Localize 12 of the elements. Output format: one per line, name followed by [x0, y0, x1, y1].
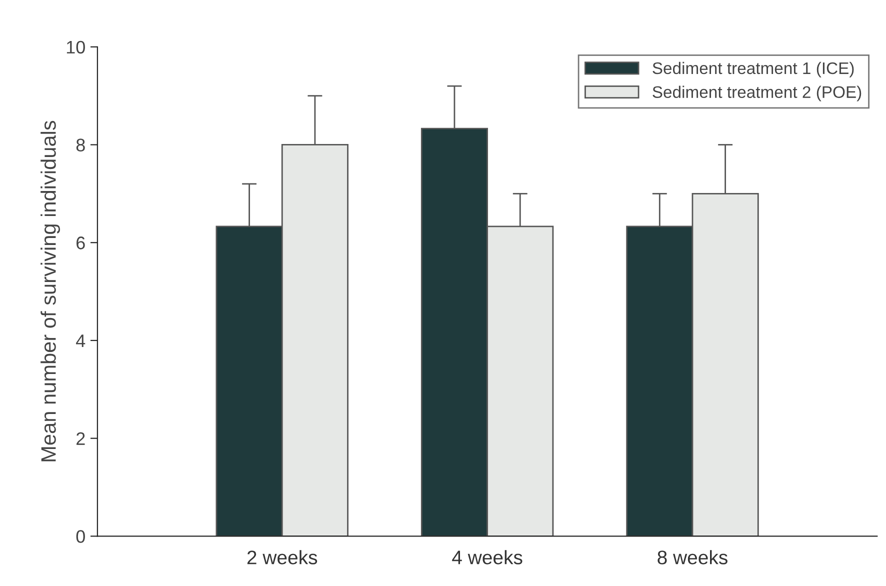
legend-label: Sediment treatment 2 (POE) — [652, 86, 862, 102]
y-tick-label: 10 — [66, 40, 85, 54]
x-tick-label: 8 weeks — [658, 550, 728, 564]
y-tick-label: 6 — [76, 236, 85, 250]
y-tick-label: 8 — [76, 138, 85, 152]
y-tick-label: 0 — [76, 530, 85, 543]
y-tick-label: 2 — [76, 432, 85, 445]
legend-label: Sediment treatment 1 (ICE) — [652, 62, 854, 78]
x-tick-label: 2 weeks — [247, 550, 318, 564]
y-axis-title: Mean number of surviving individuals — [40, 120, 60, 462]
x-tick-label: 4 weeks — [452, 550, 522, 564]
y-tick-label: 4 — [76, 334, 86, 348]
